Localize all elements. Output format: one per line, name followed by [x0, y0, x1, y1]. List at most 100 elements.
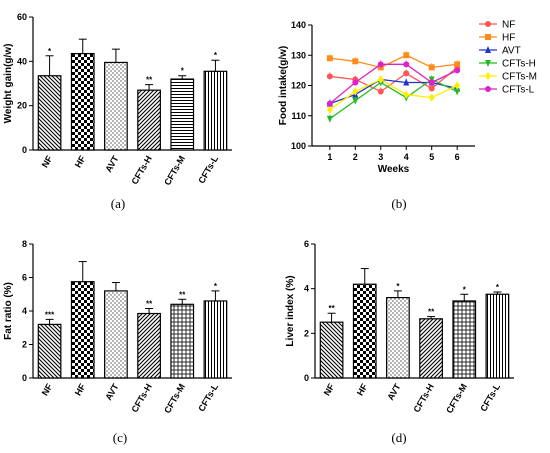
data-point [403, 52, 410, 59]
x-tick-label: CFTs-L [196, 154, 220, 186]
x-tick-label: CFTs-M [162, 154, 187, 187]
y-axis-title: Weight gain(g/w) [3, 44, 14, 124]
bar [37, 75, 62, 151]
x-tick-label: AVT [385, 382, 403, 402]
y-axis-title: Fat ratio (%) [3, 282, 14, 340]
y-tick-label: 20 [17, 101, 27, 111]
y-tick-label: 4 [22, 306, 27, 316]
x-tick-label: 4 [404, 152, 409, 162]
bar [203, 70, 228, 151]
y-tick-label: 4 [304, 284, 309, 294]
significance-mark: * [181, 67, 185, 76]
bar [37, 323, 62, 379]
significance-mark: * [496, 283, 500, 292]
x-tick-label: NF [40, 382, 55, 398]
x-tick-label: AVT [103, 154, 121, 174]
legend-entry: AVT [479, 46, 521, 57]
y-tick-label: 6 [22, 273, 27, 283]
bar [104, 61, 128, 151]
y-tick-label: 2 [22, 340, 27, 350]
series-HF [326, 51, 461, 72]
data-point [428, 85, 435, 92]
significance-mark: ** [428, 308, 435, 317]
data-point [326, 73, 333, 80]
data-point [377, 64, 384, 71]
y-tick-label: 40 [17, 56, 27, 66]
significance-mark: * [214, 282, 218, 291]
data-point [428, 64, 435, 71]
data-point [326, 105, 333, 114]
y-tick-label: 0 [304, 373, 309, 383]
data-point [326, 115, 333, 123]
series-line [329, 66, 458, 93]
legend-entry: CFTs-M [479, 72, 537, 83]
x-tick-label: 1 [327, 152, 332, 162]
significance-mark: ** [179, 290, 186, 299]
x-tick-label: CFTs-L [196, 382, 220, 414]
panel-d-label: (d) [391, 430, 406, 445]
bar [170, 303, 195, 379]
panel-c-fat-ratio: 0 2 4 6 8 Fat ratio (%) *** NF HF AVT ** CFTs-H ** CF… [3, 239, 232, 415]
x-tick-label: CFTs-M [444, 382, 469, 415]
panel-d-liver-index: 0 2 4 6 Liver index (%) ** NF HF * AVT ** CFTs-H * CF… [285, 239, 514, 415]
legend-label: CFTs-M [502, 72, 537, 83]
y-tick-label: 0 [22, 145, 27, 155]
series-line [329, 63, 458, 105]
x-tick-label: CFTs-L [478, 382, 502, 414]
y-tick-label: 130 [291, 50, 306, 60]
significance-mark: * [214, 51, 218, 60]
data-point [485, 46, 491, 53]
significance-mark: ** [146, 76, 153, 85]
x-axis-title: Weeks [378, 164, 410, 175]
legend-label: NF [502, 20, 515, 31]
legend-entry: HF [479, 33, 515, 44]
significance-mark: * [463, 285, 467, 294]
significance-mark: ** [146, 299, 153, 308]
y-tick-label: 140 [291, 20, 306, 30]
data-point [454, 88, 461, 96]
data-point [352, 97, 359, 105]
data-point [352, 58, 359, 65]
bar [352, 283, 377, 379]
significance-mark: ** [328, 304, 335, 313]
y-tick-label: 100 [291, 141, 306, 151]
series-CFTs-M [326, 75, 461, 114]
x-tick-label: HF [73, 382, 88, 398]
data-point [428, 93, 435, 102]
x-tick-label: 3 [378, 152, 383, 162]
bar [137, 312, 161, 379]
x-tick-label: HF [73, 154, 88, 170]
x-tick-label: HF [355, 382, 370, 398]
x-tick-label: NF [40, 154, 55, 170]
data-point [403, 61, 410, 68]
panel-c-label: (c) [113, 430, 127, 445]
data-point [485, 86, 491, 92]
significance-mark: * [48, 47, 52, 56]
legend-label: HF [502, 33, 515, 44]
legend-label: AVT [502, 46, 521, 57]
data-point [485, 34, 491, 40]
x-tick-label: CFTs-H [129, 154, 153, 186]
bar [170, 78, 195, 151]
bar [386, 297, 410, 379]
y-tick-label: 120 [291, 81, 306, 91]
data-point [326, 100, 333, 107]
y-tick-label: 8 [22, 239, 27, 249]
x-tick-label: NF [322, 382, 337, 398]
y-tick-label: 0 [22, 373, 27, 383]
y-tick-label: 6 [304, 239, 309, 249]
bar [70, 281, 95, 379]
x-tick-label: 5 [429, 152, 434, 162]
series-line [329, 54, 458, 69]
data-point [454, 61, 461, 68]
series-AVT [326, 75, 461, 108]
bar [452, 300, 477, 379]
bar [137, 89, 161, 151]
data-point [485, 72, 491, 80]
panel-b-label: (b) [391, 196, 406, 211]
bar [419, 318, 443, 379]
series-CFTs-L [326, 60, 461, 108]
x-tick-label: CFTs-M [162, 382, 187, 415]
